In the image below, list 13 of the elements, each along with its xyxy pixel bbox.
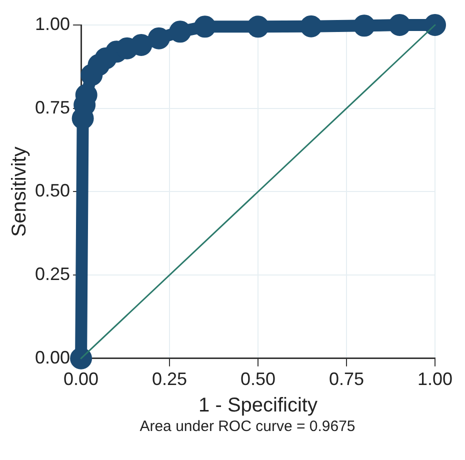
y-tick-label: 0.00 [34,347,70,368]
y-tick-label: 0.25 [34,264,70,284]
y-tick-label: 0.75 [34,97,70,118]
x-axis-title: 1 - Specificity [198,394,318,417]
x-tick-label: 0.50 [240,369,276,390]
y-axis-title: Sensitivity [8,146,31,237]
x-tick-label: 0.25 [152,369,188,390]
x-tick-label: 0.75 [328,369,364,390]
x-tick-label: 0.00 [64,369,99,390]
y-tick-label: 1.00 [34,14,70,34]
x-tick-label: 1.00 [417,369,453,390]
text: Area under ROC curve = 0.9675 [138,418,356,435]
y-tick-label: 0.50 [34,180,70,201]
